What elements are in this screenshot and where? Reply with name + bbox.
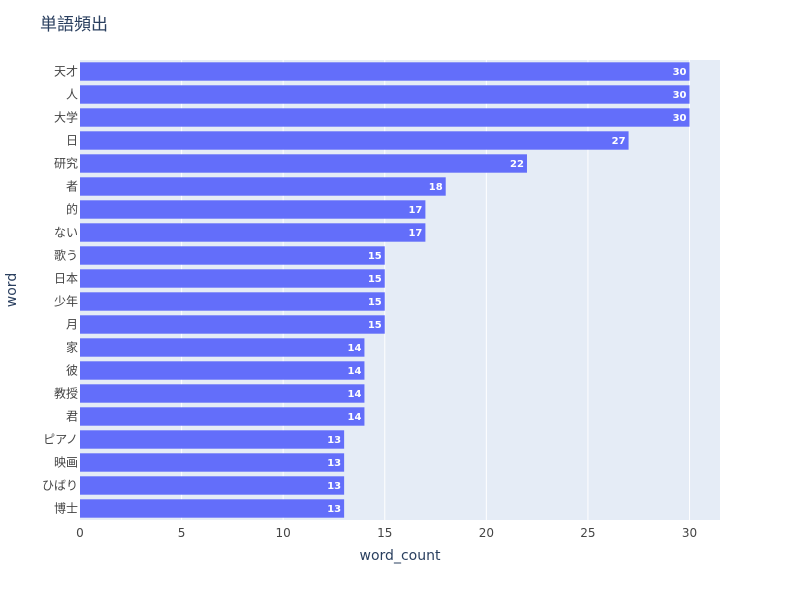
bar (80, 131, 629, 150)
x-tick-label: 10 (276, 526, 291, 540)
bar (80, 223, 426, 242)
y-tick-label: 博士 (54, 501, 78, 516)
y-tick-label: 大学 (54, 110, 78, 125)
y-tick-label: 君 (66, 410, 78, 424)
bar (80, 476, 345, 495)
data-label: 15 (368, 274, 382, 285)
data-label: 15 (368, 251, 382, 262)
x-tick-label: 25 (580, 526, 595, 540)
y-tick-label: ひばり (42, 479, 78, 493)
data-label: 14 (348, 343, 362, 354)
x-tick-label: 15 (377, 526, 392, 540)
data-label: 13 (327, 458, 341, 469)
data-label: 13 (327, 481, 341, 492)
y-tick-label: 研究 (54, 156, 78, 171)
bar (80, 108, 690, 127)
x-axis-title: word_count (360, 548, 441, 564)
bar (80, 154, 527, 173)
data-label: 22 (510, 159, 524, 170)
bar (80, 361, 365, 380)
y-tick-label: ない (54, 226, 78, 240)
bar (80, 430, 345, 449)
data-label: 30 (673, 113, 687, 124)
y-tick-label: 教授 (54, 386, 78, 401)
y-tick-label: 歌う (54, 248, 78, 263)
bar (80, 269, 385, 288)
plot-area (80, 60, 720, 520)
data-label: 17 (408, 205, 422, 216)
bar (80, 62, 690, 81)
data-label: 30 (673, 90, 687, 101)
x-tick-label: 0 (76, 526, 84, 540)
y-tick-label: 映画 (54, 456, 78, 470)
y-tick-label: 彼 (66, 364, 78, 378)
y-tick-label: 日 (66, 134, 78, 148)
bar (80, 200, 426, 219)
data-label: 17 (408, 228, 422, 239)
chart-title: 単語頻出 (40, 15, 108, 35)
x-tick-label: 30 (682, 526, 697, 540)
y-tick-label: 月 (66, 318, 78, 332)
data-label: 15 (368, 320, 382, 331)
x-tick-label: 20 (479, 526, 494, 540)
y-tick-label: 者 (66, 180, 78, 194)
bar (80, 85, 690, 104)
x-tick-label: 5 (178, 526, 186, 540)
data-label: 13 (327, 435, 341, 446)
bar (80, 499, 345, 518)
y-tick-label: 少年 (54, 295, 78, 309)
bar (80, 315, 385, 334)
data-label: 13 (327, 504, 341, 515)
bar (80, 292, 385, 311)
bar (80, 407, 365, 426)
data-label: 18 (429, 182, 443, 193)
bars: 30 30 30 27 22 18 17 17 15 15 15 15 14 14 14 14 13 13 13 13 (80, 62, 690, 518)
data-label: 14 (348, 412, 362, 423)
data-label: 30 (673, 67, 687, 78)
bar (80, 246, 385, 265)
bar (80, 338, 365, 357)
data-label: 15 (368, 297, 382, 308)
bar (80, 453, 345, 472)
y-tick-label: 日本 (54, 272, 78, 286)
y-axis-title: word (4, 273, 20, 307)
y-tick-label: 家 (66, 340, 78, 355)
data-label: 14 (348, 389, 362, 400)
y-tick-label: 天才 (54, 65, 78, 79)
bar (80, 177, 446, 196)
data-label: 27 (612, 136, 626, 147)
y-tick-label: 的 (66, 202, 78, 217)
y-tick-label: 人 (66, 88, 78, 102)
data-label: 14 (348, 366, 362, 377)
y-tick-label: ピアノ (43, 433, 78, 447)
x-tick-labels: 0 5 10 15 20 25 30 (76, 526, 697, 540)
bar (80, 384, 365, 403)
